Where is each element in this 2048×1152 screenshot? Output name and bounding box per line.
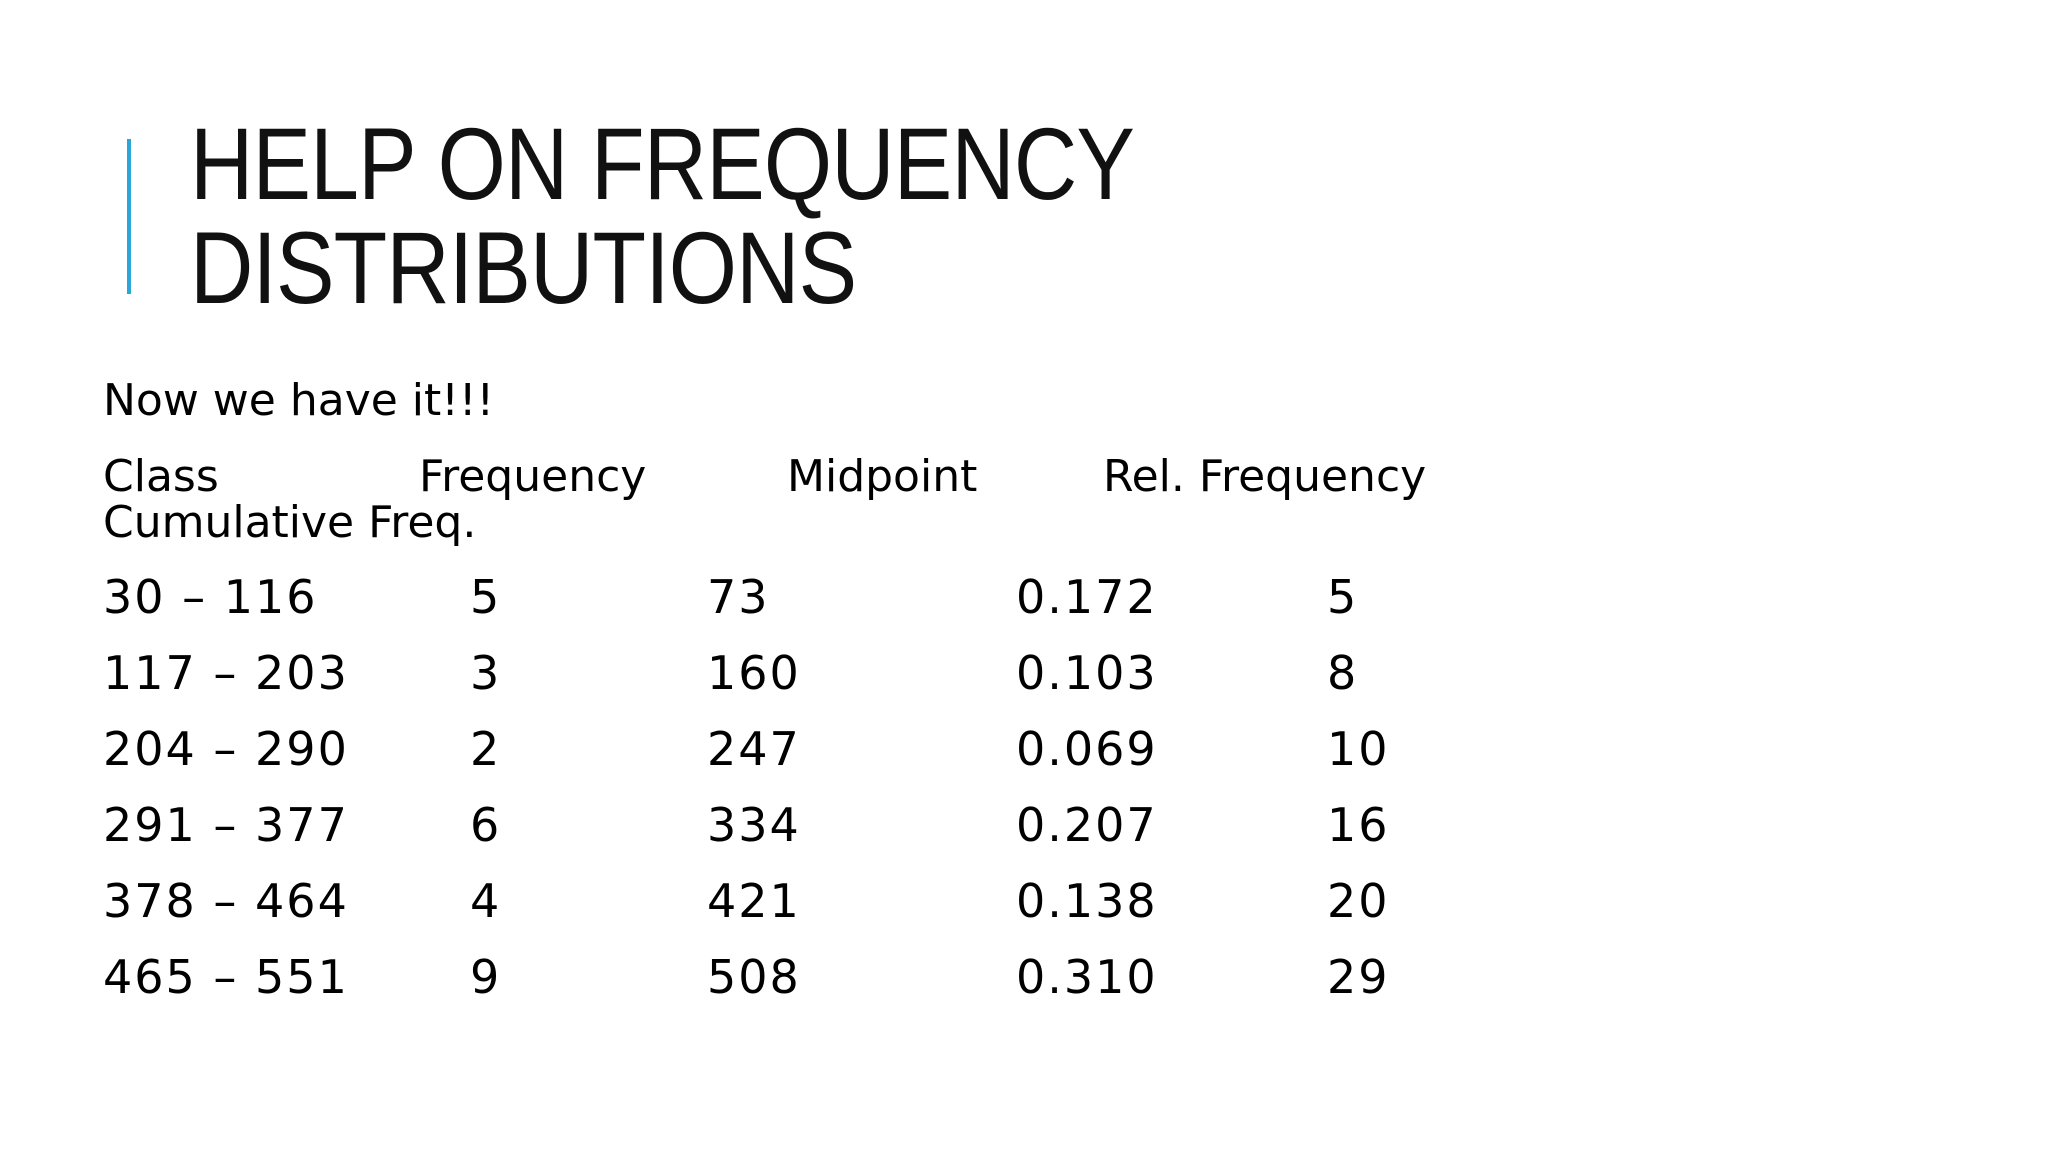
cell-class: 291 – 377 <box>103 798 349 852</box>
cell-frequency: 2 <box>470 722 502 776</box>
cell-cumulative: 29 <box>1327 950 1390 1004</box>
cell-rel-frequency: 0.172 <box>1016 570 1158 624</box>
table-row: 30 – 116 5 73 0.172 5 <box>103 571 1503 623</box>
cell-rel-frequency: 0.103 <box>1016 646 1158 700</box>
cell-cumulative: 16 <box>1327 798 1390 852</box>
cell-class: 30 – 116 <box>103 570 318 624</box>
cell-frequency: 9 <box>470 950 502 1004</box>
cell-rel-frequency: 0.069 <box>1016 722 1158 776</box>
slide-title: HELP ON FREQUENCY DISTRIBUTIONS <box>190 107 1135 325</box>
table-row: 291 – 377 6 334 0.207 16 <box>103 799 1503 851</box>
cell-frequency: 3 <box>470 646 502 700</box>
title-accent-bar <box>127 139 131 294</box>
cell-frequency: 4 <box>470 874 502 928</box>
cell-midpoint: 508 <box>707 950 801 1004</box>
slide-title-line-1: HELP ON FREQUENCY <box>190 107 1135 221</box>
cell-midpoint: 334 <box>707 798 801 852</box>
cell-cumulative: 20 <box>1327 874 1390 928</box>
cell-midpoint: 160 <box>707 646 801 700</box>
cell-frequency: 6 <box>470 798 502 852</box>
cell-rel-frequency: 0.207 <box>1016 798 1158 852</box>
cell-midpoint: 73 <box>707 570 770 624</box>
cell-class: 204 – 290 <box>103 722 349 776</box>
intro-text: Now we have it!!! <box>103 375 495 426</box>
table-row: 204 – 290 2 247 0.069 10 <box>103 723 1503 775</box>
cell-cumulative: 5 <box>1327 570 1359 624</box>
header-class: Class <box>103 451 219 502</box>
cell-cumulative: 10 <box>1327 722 1390 776</box>
cell-class: 378 – 464 <box>103 874 349 928</box>
header-frequency: Frequency <box>419 451 647 502</box>
cell-class: 117 – 203 <box>103 646 349 700</box>
cell-midpoint: 421 <box>707 874 801 928</box>
slide-title-line-2: DISTRIBUTIONS <box>190 211 857 325</box>
cell-midpoint: 247 <box>707 722 801 776</box>
cell-rel-frequency: 0.310 <box>1016 950 1158 1004</box>
header-cumulative: Cumulative Freq. <box>103 497 477 548</box>
table-header: Class Frequency Midpoint Rel. Frequency <box>103 452 1603 502</box>
table-row: 117 – 203 3 160 0.103 8 <box>103 647 1503 699</box>
cell-cumulative: 8 <box>1327 646 1359 700</box>
table-row: 465 – 551 9 508 0.310 29 <box>103 951 1503 1003</box>
cell-class: 465 – 551 <box>103 950 349 1004</box>
cell-rel-frequency: 0.138 <box>1016 874 1158 928</box>
table-row: 378 – 464 4 421 0.138 20 <box>103 875 1503 927</box>
header-rel-frequency: Rel. Frequency <box>1103 451 1427 502</box>
header-midpoint: Midpoint <box>787 451 978 502</box>
cell-frequency: 5 <box>470 570 502 624</box>
